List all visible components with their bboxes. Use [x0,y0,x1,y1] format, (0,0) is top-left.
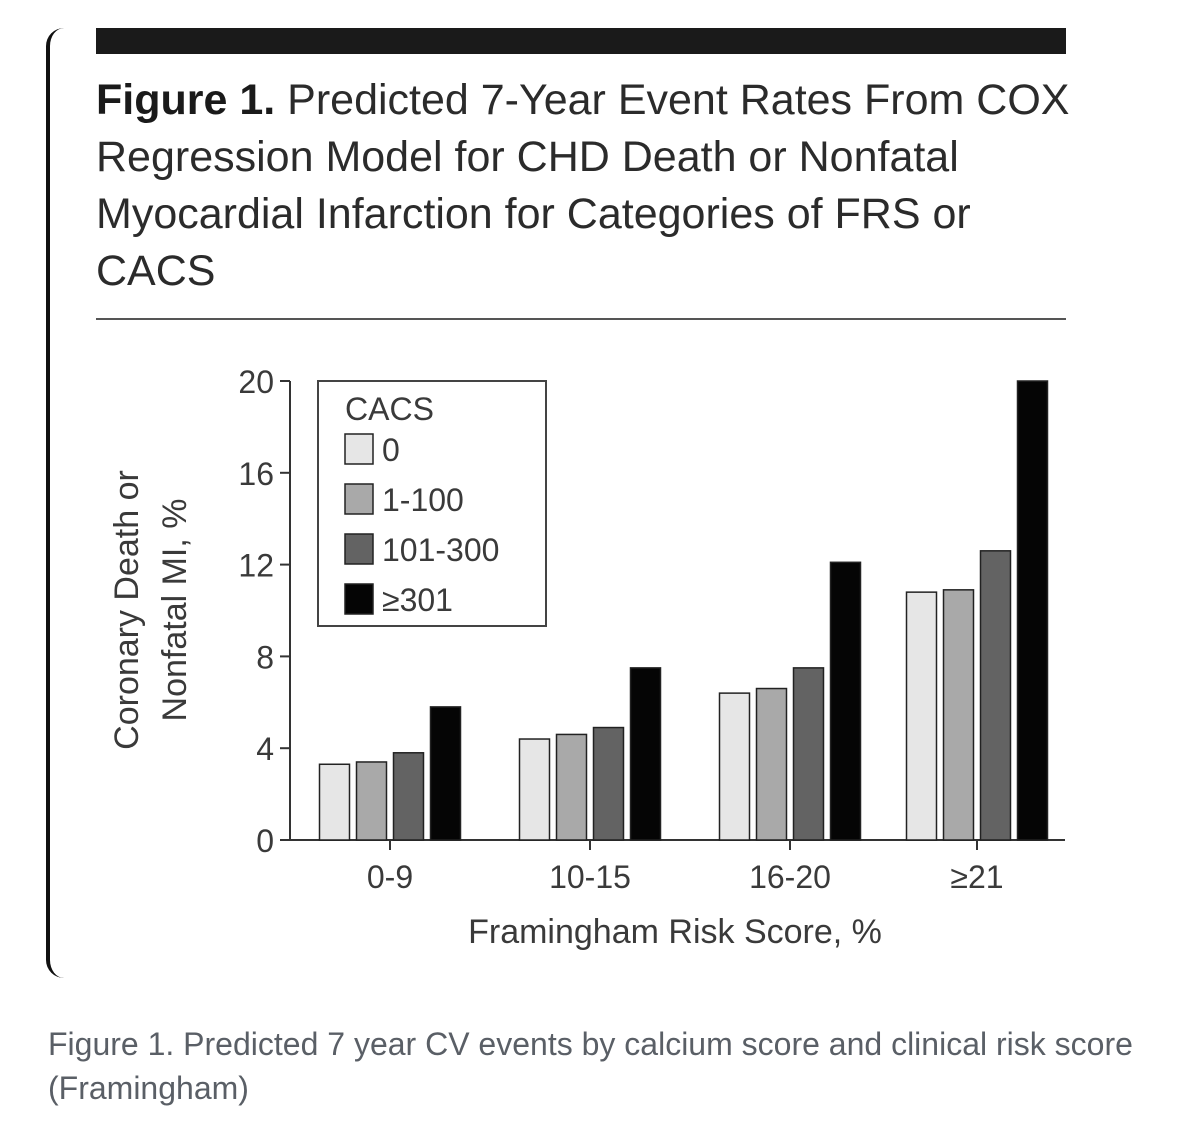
bar [942,589,975,841]
x-tick-label: 16-20 [749,859,831,895]
legend-label: ≥301 [382,582,453,618]
legend-label: 1-100 [382,482,464,518]
figure-title: Figure 1. Predicted 7-Year Event Rates F… [96,72,1096,300]
bar [905,591,938,841]
chart-bars [318,380,1049,841]
y-tick-label: 8 [256,639,274,675]
bar [755,687,788,841]
bar [555,733,588,841]
legend-swatch [344,583,374,615]
x-tick-label: 10-15 [549,859,631,895]
bar [355,761,388,841]
y-tick-label: 20 [238,364,274,400]
y-axis-title-line1: Coronary Death or [108,470,146,750]
tweet-image-caption: Figure 1. Predicted 7 year CV events by … [48,1026,1133,1106]
x-axis-title: Framingham Risk Score, % [468,913,882,951]
figure-title-label: Figure 1. [96,76,276,124]
bar [318,763,351,841]
x-tick-label: 0-9 [367,859,413,895]
x-tick-label: ≥21 [950,859,1003,895]
chart-labels: 0 4 8 12 16 20 0-9 10-15 16-20 ≥21 Framingham Risk… [108,364,1004,951]
embedded-card-frame [46,28,1116,978]
y-tick-label: 12 [238,548,274,584]
y-tick-label: 0 [256,823,274,859]
y-axis-title-line2: Nonfatal MI, % [156,499,194,722]
legend-swatch [344,433,374,465]
bar [718,692,751,841]
legend-label: 0 [382,432,400,468]
bar [829,561,862,841]
bar [629,667,662,841]
y-tick-label: 16 [238,456,274,492]
bar [392,752,425,841]
bar [592,726,625,841]
legend-title: CACS [345,391,434,427]
bar [1016,380,1049,841]
chart-legend: CACS 0 1-100 101-300 ≥301 [317,380,547,627]
bar [429,706,462,841]
bar [979,550,1012,841]
title-divider [96,318,1066,320]
bar-chart: CACS 0 1-100 101-300 ≥301 0 4 8 12 16 20 0-9 10-15 1… [108,364,1065,951]
legend-label: 101-300 [382,532,499,568]
y-tick-label: 4 [256,731,274,767]
legend-swatch [344,483,374,515]
figure-top-rule [96,28,1066,54]
bar [518,738,551,841]
legend-swatch [344,533,374,565]
y-axis-title: Coronary Death or Nonfatal MI, % [108,470,194,750]
bar [792,667,825,841]
figure-title-text: Predicted 7-Year Event Rates From COX Re… [96,76,1070,295]
